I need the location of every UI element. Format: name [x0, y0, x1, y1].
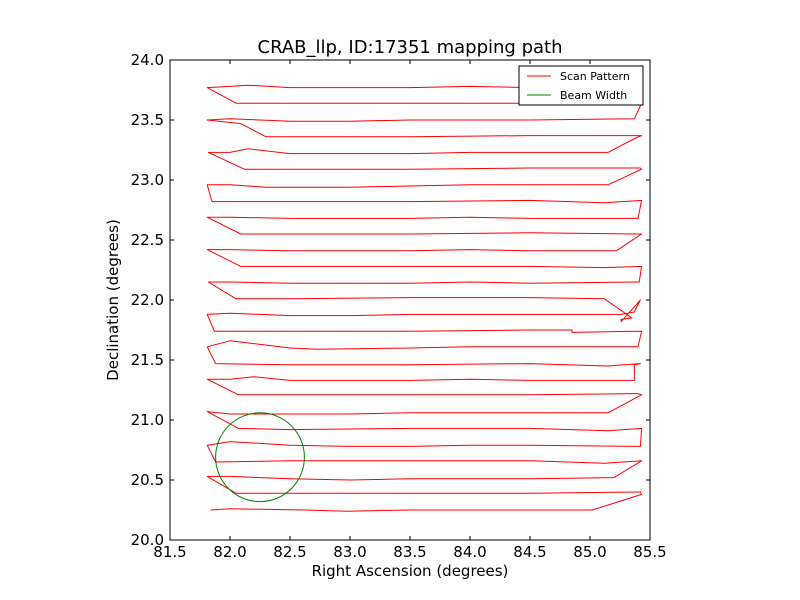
x-tick-label: 85.5 — [633, 543, 666, 561]
y-tick-label: 23.5 — [131, 111, 164, 129]
x-tick-label: 81.5 — [153, 543, 186, 561]
y-tick-label: 23.0 — [131, 171, 164, 189]
x-tick-label: 83.0 — [333, 543, 366, 561]
y-tick-label: 21.0 — [131, 411, 164, 429]
x-tick-label: 84.0 — [453, 543, 486, 561]
x-tick-label: 82.5 — [273, 543, 306, 561]
x-tick-label: 85.0 — [573, 543, 606, 561]
y-tick-label: 24.0 — [131, 51, 164, 69]
legend: Scan Pattern Beam Width — [518, 65, 644, 106]
y-tick-label: 22.5 — [131, 231, 164, 249]
y-axis-label: Declination (degrees) — [104, 219, 122, 381]
x-tick-label: 82.0 — [213, 543, 246, 561]
scan-pattern-line — [206, 84, 643, 512]
beam-width-circle — [215, 412, 305, 503]
legend-label-beam-width: Beam Width — [560, 89, 627, 102]
y-tick-label: 22.0 — [131, 291, 164, 309]
y-tick-label: 21.5 — [131, 351, 164, 369]
y-tick-label: 20.0 — [131, 531, 164, 549]
x-tick-label: 84.5 — [513, 543, 546, 561]
y-tick-label: 20.5 — [131, 471, 164, 489]
data-layer — [206, 84, 643, 512]
legend-box — [518, 65, 644, 106]
ticks-layer: 81.5 82.0 82.5 83.0 83.5 84.0 84.5 85.0 85.5 20.0… — [131, 51, 667, 561]
plot-area — [170, 60, 650, 540]
legend-label-scan-pattern: Scan Pattern — [560, 70, 630, 83]
x-tick-label: 83.5 — [393, 543, 426, 561]
x-axis-label: Right Ascension (degrees) — [312, 562, 509, 580]
chart-title: CRAB_llp, ID:17351 mapping path — [258, 37, 563, 58]
